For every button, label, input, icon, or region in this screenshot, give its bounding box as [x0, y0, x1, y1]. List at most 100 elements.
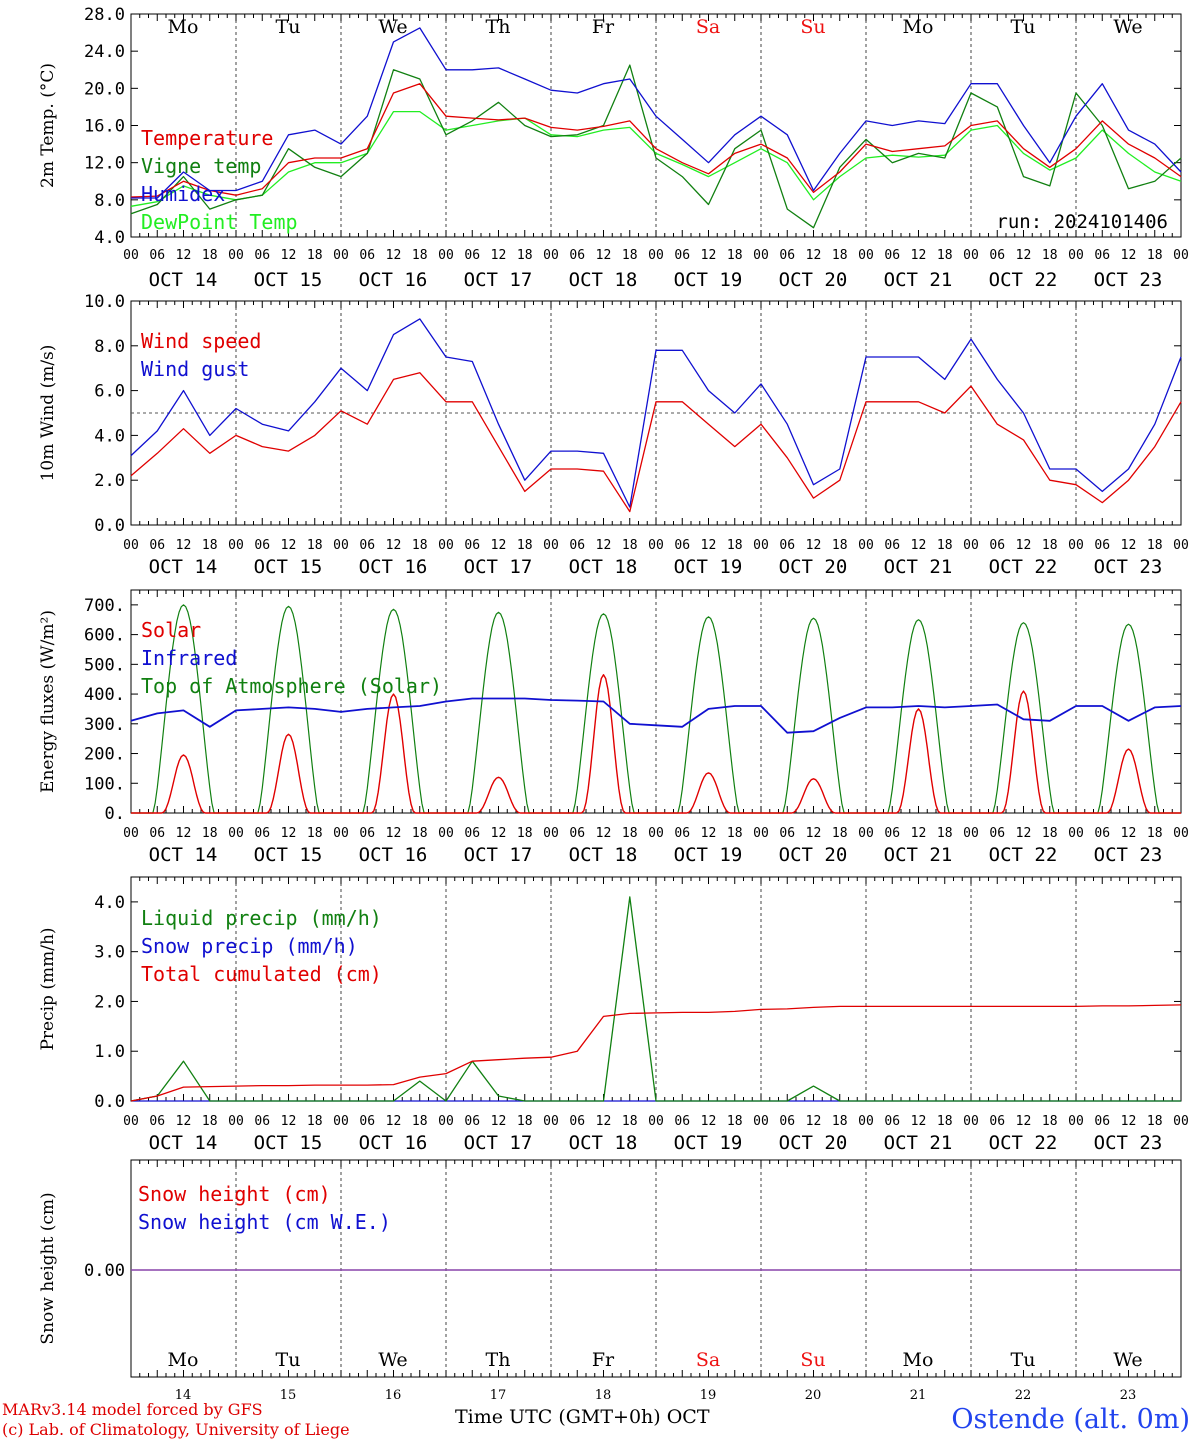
hour-tick-label: 18 [832, 1114, 848, 1129]
date-label: OCT 20 [779, 269, 848, 291]
weekday-label: Fr [592, 16, 615, 38]
hour-tick-label: 18 [727, 538, 743, 553]
hour-tick-label: 12 [386, 538, 402, 553]
hour-tick-label: 18 [937, 1114, 953, 1129]
series-line-cumulated [130, 1004, 1182, 1102]
y-tick-label: 0.0 [94, 1092, 125, 1112]
y-tick-label: 8.0 [94, 337, 125, 357]
hour-tick-label: 18 [1042, 248, 1058, 263]
hour-tick-label: 06 [884, 248, 900, 263]
hour-tick-label: 00 [648, 538, 664, 553]
hour-tick-label: 00 [228, 1114, 244, 1129]
hour-tick-label: 06 [674, 826, 690, 841]
weekday-label: Sa [696, 1349, 720, 1371]
legend-entry: Vigne temp [141, 154, 261, 178]
weekday-label: Tu [1011, 16, 1036, 38]
hour-tick-label: 18 [727, 248, 743, 263]
hour-tick-label: 18 [1147, 538, 1163, 553]
date-label: OCT 19 [674, 269, 743, 291]
hour-tick-label: 06 [1094, 248, 1110, 263]
date-label: OCT 15 [254, 1132, 323, 1154]
hour-tick-label: 00 [1173, 538, 1189, 553]
hour-tick-label: 18 [727, 826, 743, 841]
y-tick-label: 400. [84, 685, 125, 705]
weekday-label: Su [800, 16, 825, 38]
hour-tick-label: 00 [753, 826, 769, 841]
legend-entry: Total cumulated (cm) [141, 962, 382, 986]
hour-tick-label: 00 [123, 826, 139, 841]
hour-tick-row: 00 06 12 18 00 06 12 18 00 06 12 18 00 06 12 18 00 06 12 18… [123, 1114, 1189, 1129]
hour-tick-label: 18 [622, 826, 638, 841]
hour-tick-label: 12 [806, 248, 822, 263]
date-label: OCT 16 [359, 1132, 428, 1154]
hour-tick-label: 12 [1121, 826, 1137, 841]
hour-tick-label: 12 [281, 248, 297, 263]
hour-tick-label: 12 [1121, 538, 1137, 553]
legend-entry: Snow height (cm W.E.) [138, 1210, 391, 1234]
series-line-toa-solar [131, 604, 1181, 814]
hour-tick-label: 18 [202, 826, 218, 841]
hour-tick-label: 06 [464, 826, 480, 841]
hour-tick-label: 18 [1042, 826, 1058, 841]
hour-tick-label: 06 [149, 1114, 165, 1129]
hour-tick-label: 00 [753, 248, 769, 263]
y-tick-label: 4.0 [94, 228, 125, 248]
date-label: OCT 17 [464, 269, 533, 291]
day-number: 15 [280, 1388, 297, 1403]
y-tick-label: 16.0 [84, 117, 125, 137]
date-label: OCT 16 [359, 844, 428, 866]
y-tick-label: 0. [105, 804, 125, 824]
weekday-label: Fr [592, 1349, 615, 1371]
date-label: OCT 18 [569, 269, 638, 291]
y-tick-label: 600. [84, 626, 125, 646]
hour-tick-label: 06 [989, 826, 1005, 841]
series-line-solar [131, 674, 1181, 814]
date-label: OCT 17 [464, 1132, 533, 1154]
weekday-label: Mo [168, 16, 199, 38]
weekday-label: Tu [1011, 1349, 1036, 1371]
day-number: 16 [385, 1388, 402, 1403]
hour-tick-label: 18 [202, 248, 218, 263]
y-tick-label: 4.0 [94, 893, 125, 913]
y-axis-label: Precip (mm/h) [38, 927, 58, 1050]
hour-tick-label: 18 [517, 1114, 533, 1129]
weekday-label: Tu [276, 16, 301, 38]
weekday-label: Tu [276, 1349, 301, 1371]
hour-tick-label: 12 [176, 538, 192, 553]
y-tick-label: 4.0 [94, 426, 125, 446]
legend-entry: Wind gust [141, 357, 249, 381]
date-label: OCT 22 [989, 269, 1058, 291]
hour-tick-label: 00 [1068, 826, 1084, 841]
hour-tick-label: 18 [412, 248, 428, 263]
legend-entry: Temperature [141, 126, 273, 150]
hour-tick-label: 06 [149, 826, 165, 841]
hour-tick-label: 12 [596, 826, 612, 841]
hour-tick-label: 18 [1042, 1114, 1058, 1129]
date-label: OCT 23 [1094, 844, 1163, 866]
hour-tick-label: 06 [464, 248, 480, 263]
hour-tick-label: 06 [254, 1114, 270, 1129]
hour-tick-label: 00 [858, 1114, 874, 1129]
hour-tick-label: 12 [806, 826, 822, 841]
hour-tick-label: 18 [832, 248, 848, 263]
bottom-day-numbers: 14 15 16 17 18 19 20 21 22 23 [175, 1388, 1137, 1403]
hour-tick-label: 00 [648, 1114, 664, 1129]
hour-tick-label: 00 [438, 1114, 454, 1129]
hour-tick-label: 18 [307, 1114, 323, 1129]
weekday-label: Mo [903, 1349, 934, 1371]
date-label: OCT 18 [569, 844, 638, 866]
hour-tick-label: 12 [806, 1114, 822, 1129]
hour-tick-label: 18 [937, 248, 953, 263]
date-label: OCT 20 [779, 1132, 848, 1154]
hour-tick-label: 18 [412, 1114, 428, 1129]
hour-tick-label: 00 [228, 538, 244, 553]
hour-tick-label: 00 [1068, 538, 1084, 553]
hour-tick-label: 12 [491, 826, 507, 841]
date-label: OCT 18 [569, 1132, 638, 1154]
hour-tick-label: 12 [176, 248, 192, 263]
hour-tick-label: 12 [701, 826, 717, 841]
hour-tick-label: 18 [307, 248, 323, 263]
date-label: OCT 21 [884, 1132, 953, 1154]
date-label: OCT 18 [569, 556, 638, 578]
hour-tick-label: 00 [648, 826, 664, 841]
